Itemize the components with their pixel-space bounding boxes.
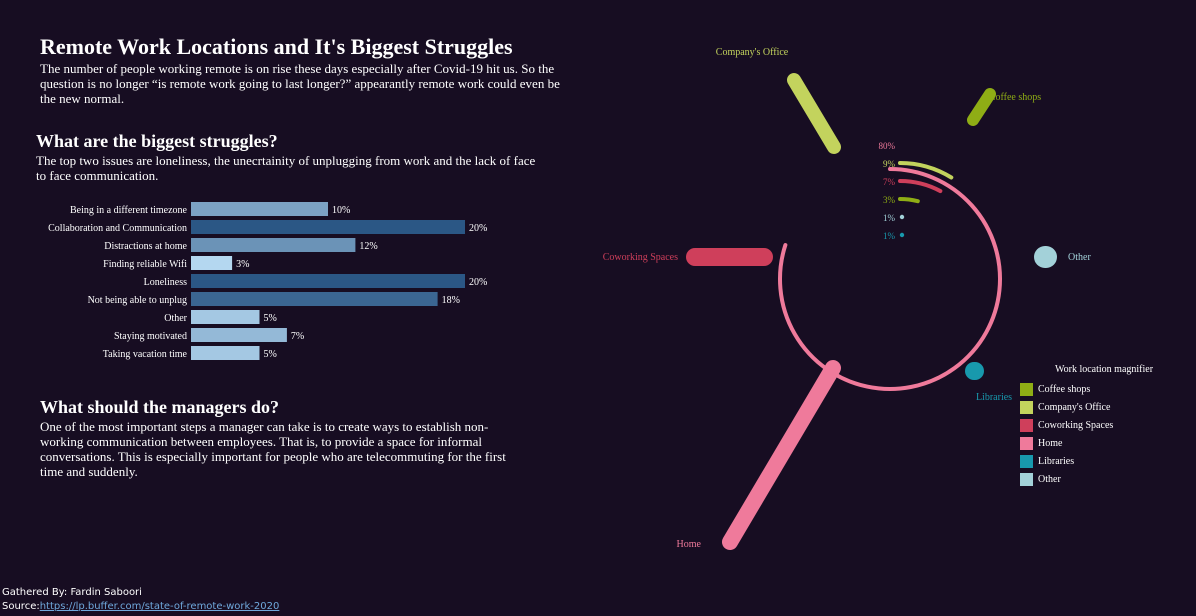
- managers-text: One of the most important steps a manage…: [40, 419, 506, 479]
- legend-swatch: [1020, 400, 1033, 414]
- ring-coffee-shops: [898, 197, 920, 204]
- bar-category-distractions-at-home: Distractions at home: [104, 241, 187, 252]
- legend-label: Coworking Spaces: [1038, 419, 1114, 431]
- legend-label: Home: [1038, 437, 1063, 449]
- bar-value-label-other: 5%: [264, 313, 277, 324]
- bar-distractions-at-home: [191, 238, 356, 252]
- spoke-company-s-office: [787, 73, 841, 154]
- source-label: Source:: [2, 601, 40, 612]
- legend-swatch: [1020, 454, 1033, 468]
- spoke-label-other: Other: [1068, 252, 1091, 263]
- bar-category-other: Other: [164, 313, 187, 324]
- ring-label-coworking-spaces: 7%: [883, 177, 896, 187]
- legend-item-libraries: Libraries: [1020, 452, 1153, 470]
- struggles-bar-chart: Being in a different timezone 10% Collabor…: [48, 202, 487, 360]
- gathered-by: Gathered By: Fardin Saboori: [2, 587, 142, 598]
- bar-other: [191, 310, 260, 324]
- spoke-label-home: Home: [677, 539, 702, 550]
- spoke-coffee-shops: [967, 88, 996, 126]
- bar-taking-vacation-time: [191, 346, 260, 360]
- ring-company-s-office: [898, 161, 954, 180]
- bar-category-collaboration-and-communication: Collaboration and Communication: [48, 223, 187, 234]
- legend-swatch: [1020, 472, 1033, 486]
- bar-value-label-loneliness: 20%: [469, 277, 487, 288]
- struggles-text: The top two issues are loneliness, the u…: [36, 153, 536, 183]
- ring-label-home: 80%: [879, 141, 896, 151]
- struggles-heading: What are the biggest struggles?: [36, 131, 278, 151]
- ring-home: [778, 167, 1002, 391]
- bar-category-not-being-able-to-unplug: Not being able to unplug: [88, 295, 187, 306]
- bar-finding-reliable-wifi: [191, 256, 233, 270]
- bar-being-in-a-different-timezone: [191, 202, 328, 216]
- legend-title: Work location magnifier: [1055, 364, 1154, 375]
- ring-label-coffee-shops: 3%: [883, 195, 896, 205]
- legend-items: Coffee shops Company's Office Coworking …: [1020, 380, 1153, 488]
- bar-not-being-able-to-unplug: [191, 292, 438, 306]
- legend-label: Coffee shops: [1038, 383, 1091, 395]
- legend-swatch: [1020, 382, 1033, 396]
- legend-item-home: Home: [1020, 434, 1153, 452]
- bar-category-loneliness: Loneliness: [144, 277, 187, 288]
- legend: Work location magnifier Coffee shops Com…: [1020, 364, 1153, 488]
- legend-label: Other: [1038, 473, 1061, 485]
- ring-label-libraries: 1%: [883, 231, 896, 241]
- ring-label-company-s-office: 9%: [883, 159, 896, 169]
- legend-item-other: Other: [1020, 470, 1153, 488]
- ring-coworking-spaces: [898, 179, 943, 194]
- bar-value-label-taking-vacation-time: 5%: [264, 349, 277, 360]
- page-title: Remote Work Locations and It's Biggest S…: [40, 34, 513, 59]
- bar-category-being-in-a-different-timezone: Being in a different timezone: [70, 205, 188, 216]
- legend-item-companys-office: Company's Office: [1020, 398, 1153, 416]
- spoke-label-coffee-shops: Coffee shops: [989, 92, 1041, 103]
- bar-value-label-collaboration-and-communication: 20%: [469, 223, 487, 234]
- bar-staying-motivated: [191, 328, 287, 342]
- ring-label-other: 1%: [883, 213, 896, 223]
- intro-text: The number of people working remote is o…: [40, 61, 560, 106]
- spoke-home: [722, 360, 841, 550]
- legend-label: Company's Office: [1038, 401, 1111, 413]
- bar-value-label-distractions-at-home: 12%: [359, 241, 377, 252]
- spoke-label-coworking-spaces: Coworking Spaces: [603, 252, 678, 263]
- bar-collaboration-and-communication: [191, 220, 465, 234]
- legend-swatch: [1020, 436, 1033, 450]
- ring-libraries: [899, 232, 905, 238]
- legend-item-coffee-shops: Coffee shops: [1020, 380, 1153, 398]
- bar-value-label-finding-reliable-wifi: 3%: [236, 259, 249, 270]
- work-location-radial-chart: 80% 9% 7% 3% 1% 1% Company's Office Coffee shop…: [603, 47, 1091, 550]
- bar-value-label-being-in-a-different-timezone: 10%: [332, 205, 350, 216]
- bar-category-taking-vacation-time: Taking vacation time: [103, 349, 188, 360]
- managers-heading: What should the managers do?: [40, 397, 280, 417]
- legend-swatch: [1020, 418, 1033, 432]
- bar-value-label-not-being-able-to-unplug: 18%: [442, 295, 460, 306]
- bar-value-label-staying-motivated: 7%: [291, 331, 304, 342]
- bar-category-staying-motivated: Staying motivated: [114, 331, 187, 342]
- legend-label: Libraries: [1038, 455, 1075, 467]
- source-line: Source:https://lp.buffer.com/state-of-re…: [2, 601, 279, 612]
- bar-category-finding-reliable-wifi: Finding reliable Wifi: [103, 259, 187, 270]
- ring-other: [899, 214, 905, 220]
- legend-item-coworking-spaces: Coworking Spaces: [1020, 416, 1153, 434]
- bar-loneliness: [191, 274, 465, 288]
- spoke-label-libraries: Libraries: [976, 392, 1012, 403]
- source-link[interactable]: https://lp.buffer.com/state-of-remote-wo…: [39, 601, 280, 612]
- spoke-label-company-s-office: Company's Office: [716, 47, 789, 58]
